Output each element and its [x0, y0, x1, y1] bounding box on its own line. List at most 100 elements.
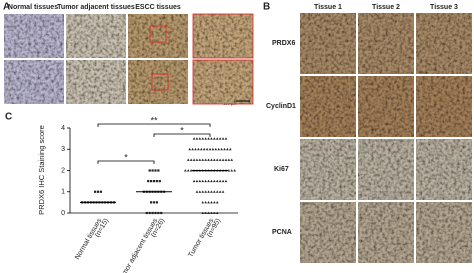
data-point: [229, 147, 232, 151]
data-point: [201, 211, 205, 214]
data-point: [202, 147, 206, 151]
significance-bracket: [97, 160, 155, 164]
tissue-image: [416, 76, 472, 137]
tissue-image: [300, 13, 356, 74]
data-point: [213, 137, 216, 140]
data-point: [157, 169, 160, 172]
significance-label: **: [150, 115, 158, 125]
data-point: [154, 211, 157, 215]
panel-b: B Tissue 1 Tissue 2 Tissue 3 PRDX6 Cycli…: [263, 2, 472, 263]
data-point: [99, 190, 102, 193]
data-point: [211, 147, 215, 151]
data-point: [184, 169, 187, 172]
data-point: [157, 211, 160, 215]
data-point: [204, 200, 207, 204]
data-point: [226, 147, 229, 151]
data-point: [201, 158, 205, 161]
data-point: [147, 180, 150, 183]
panel-a: A Normal tissues Tumor adjacent tissues …: [3, 2, 254, 106]
tissue-image: [66, 14, 126, 58]
panel-label: B: [263, 2, 270, 13]
data-point: [218, 137, 222, 140]
zoom-frame: [192, 59, 254, 105]
data-point: [220, 147, 223, 151]
data-point: [213, 211, 216, 214]
tissue-image: [358, 13, 414, 74]
tissue-image: [358, 139, 414, 200]
row-header: Ki67: [274, 166, 289, 173]
data-point: [96, 190, 100, 193]
data-point: [204, 211, 207, 214]
data-point: [195, 190, 199, 193]
row-header: PRDX6: [272, 40, 295, 47]
data-point: [207, 137, 210, 140]
data-point: [205, 147, 209, 151]
data-point: [213, 179, 216, 183]
data-point: [94, 190, 97, 193]
data-point: [201, 200, 205, 204]
data-point: [145, 211, 148, 215]
data-point: [148, 211, 151, 215]
data-point: [214, 147, 218, 151]
tissue-image: [300, 139, 356, 200]
data-point: [191, 147, 194, 151]
data-point: [195, 179, 199, 183]
data-point: [224, 179, 228, 183]
column-header: ESCC tissues: [135, 4, 181, 11]
row-header: CyclinD1: [266, 103, 296, 110]
data-point: [221, 158, 225, 161]
data-point: [198, 179, 202, 183]
data-point: [215, 137, 219, 140]
data-point: [210, 211, 213, 214]
data-point: [192, 137, 196, 140]
y-tick-label: 4: [61, 125, 65, 132]
data-point: [221, 137, 225, 140]
data-point: [224, 137, 228, 140]
data-point: [230, 158, 234, 161]
data-point: [210, 137, 213, 140]
data-point: [152, 180, 156, 183]
data-point: [233, 169, 236, 172]
panel-label: C: [5, 112, 12, 123]
data-point: [217, 147, 220, 151]
zoom-box: [149, 25, 167, 43]
data-point: [194, 147, 197, 151]
data-point: [197, 147, 200, 151]
data-point: [204, 179, 207, 183]
data-point: [221, 190, 225, 193]
tissue-image: [300, 202, 356, 263]
data-point: [204, 137, 207, 140]
data-point: [204, 190, 207, 193]
data-point: [218, 158, 222, 161]
data-point: [192, 158, 196, 161]
tissue-image: [300, 76, 356, 137]
data-point: [207, 179, 210, 183]
tissue-image: [358, 76, 414, 137]
data-point: [227, 169, 231, 172]
column-header: Normal tissues: [8, 4, 58, 11]
data-point: [224, 158, 228, 161]
data-point: [207, 200, 210, 204]
data-point: [207, 158, 210, 161]
tissue-image: [128, 14, 188, 58]
data-point: [207, 211, 210, 214]
data-point: [218, 190, 222, 193]
data-point: [151, 211, 154, 215]
tissue-image: [193, 14, 253, 58]
tissue-image: [4, 60, 64, 104]
data-point: [210, 158, 213, 161]
data-point: [188, 147, 191, 151]
column-header: Tissue 2: [372, 4, 400, 11]
data-point: [186, 169, 190, 172]
data-point: [198, 158, 202, 161]
data-point: [154, 169, 157, 172]
data-point: [186, 158, 190, 161]
data-point: [158, 180, 161, 183]
panel-label: A: [3, 2, 10, 13]
data-point: [213, 190, 216, 193]
data-point: [189, 169, 193, 172]
data-point: [210, 179, 213, 183]
data-point: [215, 190, 219, 193]
